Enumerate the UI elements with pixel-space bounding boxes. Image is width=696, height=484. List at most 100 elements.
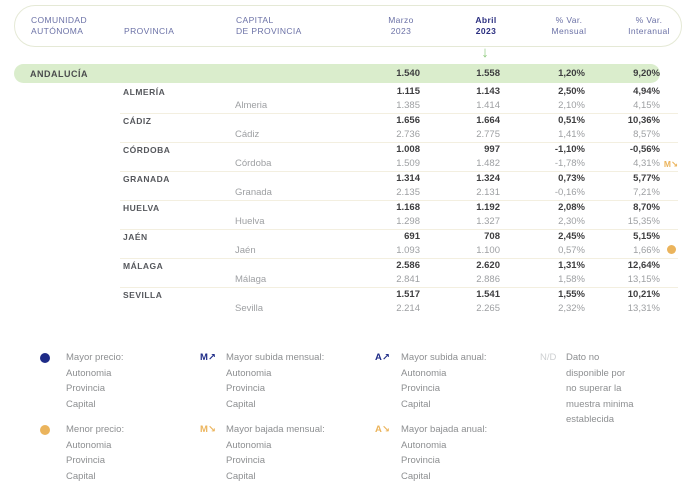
- province-name: CÓRDOBA: [123, 145, 235, 155]
- province-line: CÓRDOBA 1.008 997 -1,10% -0,56%: [14, 143, 682, 157]
- province-value-marzo: 1.656: [345, 115, 420, 126]
- province-value-marzo: 691: [345, 231, 420, 242]
- province-value-var-interanual: -0,56%: [585, 144, 660, 155]
- capital-value-var-mensual: 2,32%: [500, 303, 585, 314]
- capital-value-marzo: 2.841: [345, 274, 420, 285]
- province-value-marzo: 1.314: [345, 173, 420, 184]
- capital-line: Jaén 1.093 1.100 0,57% 1,66%: [14, 244, 682, 258]
- capital-value-marzo: 1.093: [345, 245, 420, 256]
- region-value-marzo: 1.540: [345, 68, 420, 79]
- capital-value-var-interanual: 4,15%: [585, 100, 660, 111]
- province-value-var-mensual: 0,73%: [500, 173, 585, 184]
- capital-line: Huelva 1.298 1.327 2,30% 15,35%: [14, 215, 682, 229]
- column-header-var-mensual: % Var. Mensual: [552, 15, 587, 37]
- legend-title: Mayor bajada anual:: [401, 422, 487, 438]
- legend-line: Provincia: [226, 381, 324, 397]
- row-flag-cell: [660, 245, 682, 255]
- legend-line: Autonomia: [226, 438, 325, 454]
- province-name: MÁLAGA: [123, 261, 235, 271]
- province-group: JAÉN 691 708 2,45% 5,15% Jaén 1.093 1.10…: [14, 229, 682, 258]
- current-month-arrow-icon: ↓: [481, 44, 489, 62]
- region-value-var-interanual: 9,20%: [585, 68, 660, 79]
- province-value-var-interanual: 12,64%: [585, 260, 660, 271]
- capital-name: Sevilla: [235, 303, 345, 314]
- monthly-drop-flag-icon: M↘: [664, 159, 678, 169]
- capital-line: Granada 2.135 2.131 -0,16% 7,21%: [14, 186, 682, 200]
- province-value-marzo: 1.168: [345, 202, 420, 213]
- province-value-var-mensual: -1,10%: [500, 144, 585, 155]
- province-name: HUELVA: [123, 203, 235, 213]
- province-group: HUELVA 1.168 1.192 2,08% 8,70% Huelva 1.…: [14, 200, 682, 229]
- annual-rise-icon: A↗: [375, 350, 397, 428]
- column-header-line: Abril: [475, 15, 496, 26]
- legend-title: Menor precio:: [66, 422, 124, 438]
- capital-value-abril: 1.414: [420, 100, 500, 111]
- region-value-abril: 1.558: [420, 68, 500, 79]
- province-value-var-interanual: 8,70%: [585, 202, 660, 213]
- province-name: JAÉN: [123, 232, 235, 242]
- legend-line: Capital: [66, 469, 124, 484]
- legend-title: Mayor subida anual:: [401, 350, 487, 366]
- column-header-line: 2023: [475, 26, 496, 37]
- province-value-marzo: 1.115: [345, 86, 420, 97]
- capital-line: Córdoba 1.509 1.482 -1,78% 4,31% M↘: [14, 157, 682, 171]
- province-value-var-interanual: 5,15%: [585, 231, 660, 242]
- province-value-var-mensual: 1,55%: [500, 289, 585, 300]
- capital-line: Cádiz 2.736 2.775 1,41% 8,57%: [14, 128, 682, 142]
- capital-value-var-mensual: 1,58%: [500, 274, 585, 285]
- province-value-abril: 1.541: [420, 289, 500, 300]
- province-group: MÁLAGA 2.586 2.620 1,31% 12,64% Málaga 2…: [14, 258, 682, 287]
- province-value-var-interanual: 4,94%: [585, 86, 660, 97]
- province-group: GRANADA 1.314 1.324 0,73% 5,77% Granada …: [14, 171, 682, 200]
- capital-value-abril: 1.327: [420, 216, 500, 227]
- province-value-abril: 2.620: [420, 260, 500, 271]
- legend-line: Provincia: [401, 381, 487, 397]
- capital-value-abril: 1.482: [420, 158, 500, 169]
- legend-title: Mayor subida mensual:: [226, 350, 324, 366]
- province-value-var-mensual: 2,08%: [500, 202, 585, 213]
- region-row-andalucia: ANDALUCÍA 1.540 1.558 1,20% 9,20%: [14, 64, 660, 83]
- legend-title: Mayor precio:: [66, 350, 124, 366]
- column-header-provincia: PROVINCIA: [124, 26, 174, 37]
- capital-line: Málaga 2.841 2.886 1,58% 13,15%: [14, 273, 682, 287]
- capital-value-var-interanual: 4,31%: [585, 158, 660, 169]
- legend-line: Capital: [401, 469, 487, 484]
- capital-name: Córdoba: [235, 158, 345, 169]
- column-header-capital: CAPITAL DE PROVINCIA: [236, 15, 302, 37]
- province-name: ALMERÍA: [123, 87, 235, 97]
- capital-name: Cádiz: [235, 129, 345, 140]
- legend-line: Capital: [401, 397, 487, 413]
- lowest-price-dot-icon: [40, 422, 62, 484]
- capital-value-var-interanual: 1,66%: [585, 245, 660, 256]
- capital-value-var-interanual: 8,57%: [585, 129, 660, 140]
- column-header-marzo-2023: Marzo 2023: [388, 15, 414, 37]
- column-header-line: % Var.: [628, 15, 670, 26]
- province-value-abril: 1.192: [420, 202, 500, 213]
- legend-line: Capital: [66, 397, 124, 413]
- capital-value-var-interanual: 15,35%: [585, 216, 660, 227]
- province-group: CÓRDOBA 1.008 997 -1,10% -0,56% Córdoba …: [14, 142, 682, 171]
- highest-price-dot-icon: [40, 350, 62, 428]
- province-line: ALMERÍA 1.115 1.143 2,50% 4,94%: [14, 85, 682, 99]
- legend-title: Mayor bajada mensual:: [226, 422, 325, 438]
- capital-value-var-interanual: 7,21%: [585, 187, 660, 198]
- province-rows: ALMERÍA 1.115 1.143 2,50% 4,94% Almeria …: [14, 84, 682, 316]
- column-header-line: CAPITAL: [236, 15, 302, 26]
- legend-line: Capital: [226, 397, 324, 413]
- province-group: ALMERÍA 1.115 1.143 2,50% 4,94% Almeria …: [14, 84, 682, 113]
- province-value-abril: 997: [420, 144, 500, 155]
- legend-line: Provincia: [226, 453, 325, 469]
- capital-value-var-mensual: -1,78%: [500, 158, 585, 169]
- capital-value-var-mensual: 2,30%: [500, 216, 585, 227]
- province-value-abril: 1.664: [420, 115, 500, 126]
